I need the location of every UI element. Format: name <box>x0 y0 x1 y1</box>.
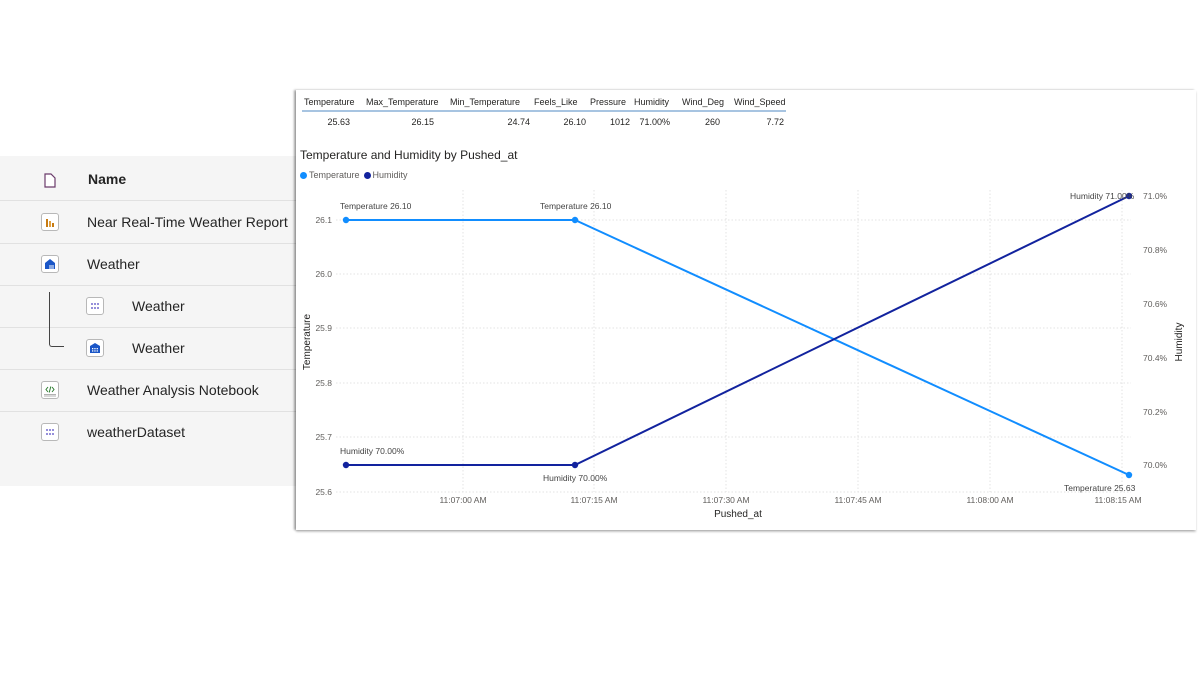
table-cell: 7.72 <box>766 117 784 127</box>
list-item-label: Weather <box>132 340 185 356</box>
chart-text: 11:08:00 AM <box>966 495 1013 505</box>
chart-text: 26.0 <box>315 269 332 279</box>
data-table: Temperature Max_Temperature Min_Temperat… <box>302 94 786 132</box>
column-header[interactable]: Pressure <box>590 97 627 107</box>
report-canvas: Temperature Max_Temperature Min_Temperat… <box>296 90 1196 530</box>
report-icon <box>41 213 59 231</box>
chart-text: 26.1 <box>315 215 332 225</box>
table-cell: 24.74 <box>507 117 530 127</box>
list-item-notebook[interactable]: Weather Analysis Notebook <box>0 369 300 412</box>
legend-label: Humidity <box>372 170 408 180</box>
chart-text: 70.4% <box>1143 353 1168 363</box>
list-header: Name <box>0 158 300 201</box>
name-column-header[interactable]: Name <box>88 171 127 187</box>
column-header[interactable]: Feels_Like <box>534 97 578 107</box>
chart-text: 70.6% <box>1143 299 1168 309</box>
line-chart: 26.1 26.0 25.9 25.8 25.7 25.6 Temperatur… <box>302 190 1185 520</box>
data-labels: Temperature 26.10 Temperature 26.10 Temp… <box>340 191 1136 493</box>
chart-text: 25.7 <box>315 432 332 442</box>
list-item-label: weatherDataset <box>87 424 186 440</box>
right-y-axis: 71.0% 70.8% 70.6% 70.4% 70.2% 70.0% <box>1143 191 1168 470</box>
chart-text: 25.9 <box>315 323 332 333</box>
list-item-label: Weather <box>87 256 140 272</box>
table-cell: 26.15 <box>411 117 434 127</box>
list-item-report[interactable]: Near Real-Time Weather Report <box>0 201 300 244</box>
chart-title: Temperature and Humidity by Pushed_at <box>300 148 518 162</box>
horizontal-gridlines <box>336 219 1131 493</box>
list-item-label: Near Real-Time Weather Report <box>87 214 288 230</box>
notebook-icon <box>41 381 59 399</box>
dataset-icon <box>41 423 59 441</box>
table-cell: 25.63 <box>327 117 350 127</box>
chart-text: 11:07:45 AM <box>834 495 881 505</box>
chart-text: Humidity 71.00% <box>1070 191 1135 201</box>
chart-text: 11:07:30 AM <box>702 495 749 505</box>
chart-text: 70.2% <box>1143 407 1168 417</box>
list-item-label: Weather Analysis Notebook <box>87 382 259 398</box>
series-temperature <box>342 216 1133 479</box>
kql-database-icon <box>86 339 104 357</box>
chart-text: 70.8% <box>1143 245 1168 255</box>
chart-legend: Temperature Humidity <box>300 170 408 180</box>
chart-text: 25.8 <box>315 378 332 388</box>
chart-text: Temperature 26.10 <box>340 201 412 211</box>
table-cell: 1012 <box>609 117 630 127</box>
tree-connector <box>49 292 64 347</box>
legend-dot-icon <box>300 171 307 179</box>
document-icon <box>41 171 59 189</box>
x-axis-title: Pushed_at <box>714 509 762 520</box>
column-header[interactable]: Min_Temperature <box>450 97 521 107</box>
chart-text: Humidity 70.00% <box>543 473 608 483</box>
chart-text: 25.6 <box>315 487 332 497</box>
table-cell: 26.10 <box>563 117 586 127</box>
list-item-eventhouse[interactable]: Weather <box>0 243 300 286</box>
list-item-child-dataset[interactable]: Weather <box>0 285 300 328</box>
table-cell: 260 <box>704 117 720 127</box>
eventhouse-icon <box>41 255 59 273</box>
series-humidity <box>342 192 1133 469</box>
column-header[interactable]: Temperature <box>304 97 355 107</box>
chart-text: Temperature 26.10 <box>540 201 612 211</box>
chart-text: 11:07:15 AM <box>570 495 617 505</box>
column-header[interactable]: Max_Temperature <box>366 97 439 107</box>
chart-text: Humidity 70.00% <box>340 446 405 456</box>
legend-item-temperature[interactable]: Temperature <box>300 170 360 180</box>
table-header-row: Temperature Max_Temperature Min_Temperat… <box>302 94 786 112</box>
table-cell: 71.00% <box>639 117 670 127</box>
right-axis-title: Humidity <box>1174 323 1185 362</box>
chart-text: 71.0% <box>1143 191 1168 201</box>
list-item-dataset[interactable]: weatherDataset <box>0 411 300 453</box>
column-header[interactable]: Wind_Deg <box>682 97 725 107</box>
table-row: 25.63 26.15 24.74 26.10 1012 71.00% 260 … <box>302 112 786 132</box>
legend-dot-icon <box>363 171 371 179</box>
chart-text: 11:08:15 AM <box>1094 495 1141 505</box>
list-item-label: Weather <box>132 298 185 314</box>
vertical-gridlines <box>462 190 1123 492</box>
left-axis-title: Temperature <box>302 313 313 370</box>
chart-text: 70.0% <box>1143 460 1168 470</box>
chart-text: 11:07:00 AM <box>439 495 486 505</box>
left-y-axis: 26.1 26.0 25.9 25.8 25.7 25.6 <box>315 215 332 497</box>
list-item-child-kql-database[interactable]: Weather <box>0 327 300 370</box>
column-header[interactable]: Humidity <box>634 97 670 107</box>
x-axis: 11:07:00 AM 11:07:15 AM 11:07:30 AM 11:0… <box>439 495 1141 505</box>
legend-label: Temperature <box>309 170 360 180</box>
item-list: Name Near Real-Time Weather Report Weath… <box>0 156 300 486</box>
chart-text: Temperature 25.63 <box>1064 483 1136 493</box>
column-header[interactable]: Wind_Speed <box>734 97 786 107</box>
dataset-icon <box>86 297 104 315</box>
legend-item-humidity[interactable]: Humidity <box>363 170 408 180</box>
